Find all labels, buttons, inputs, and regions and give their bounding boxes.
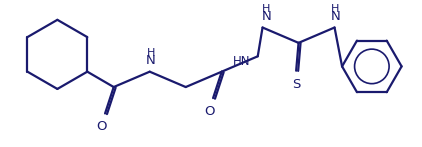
Text: O: O [96,120,106,133]
Text: N: N [262,10,271,23]
Text: S: S [292,78,300,91]
Text: HN: HN [233,55,251,68]
Text: O: O [204,105,214,118]
Text: N: N [146,54,156,67]
Text: N: N [331,10,341,23]
Text: H: H [262,4,271,14]
Text: H: H [331,4,340,14]
Text: H: H [146,48,155,58]
